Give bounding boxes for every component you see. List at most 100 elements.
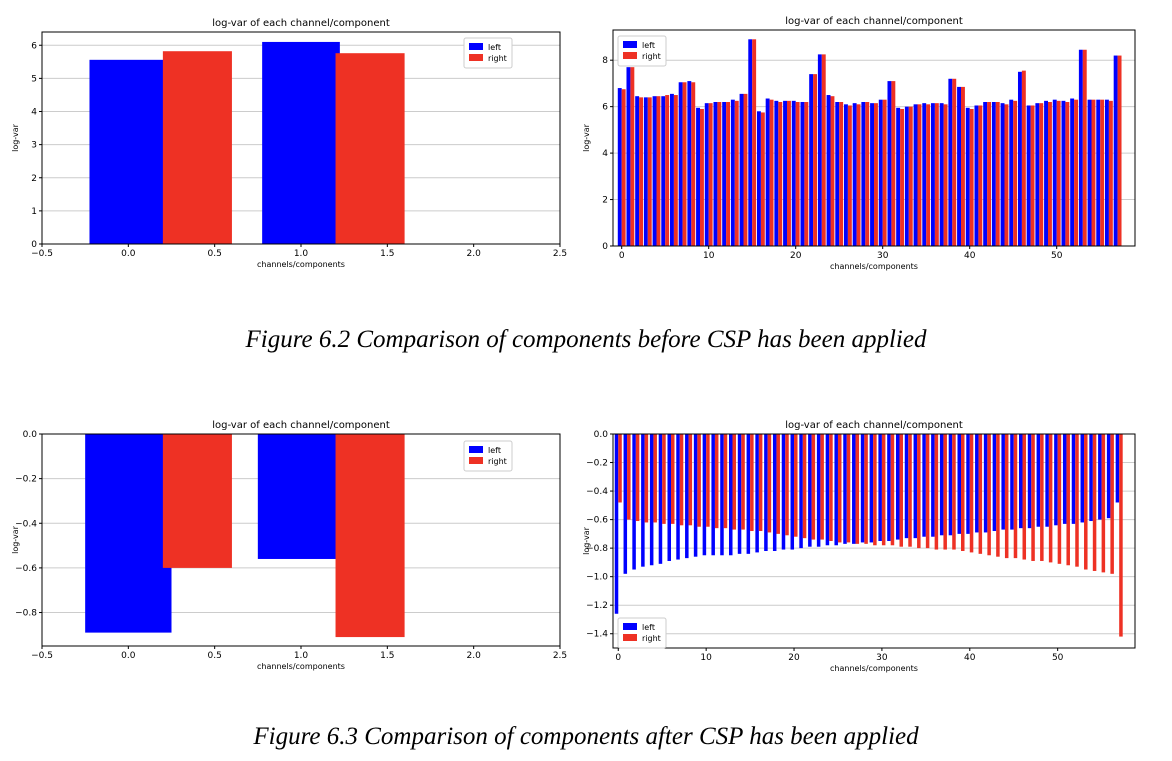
bar-left: [948, 434, 953, 536]
bar-left: [641, 434, 645, 567]
bar-left: [809, 74, 814, 247]
bar-left: [835, 102, 840, 246]
bar-right: [758, 434, 763, 532]
bar-right: [820, 434, 824, 540]
bar-right: [787, 100, 791, 246]
bar-left: [617, 88, 622, 246]
y-tick-label: 5: [31, 74, 37, 84]
bar-right: [996, 434, 1000, 557]
bar-right: [926, 104, 931, 247]
bar-right: [682, 82, 687, 247]
bar-right: [752, 39, 757, 247]
bar-right: [1074, 99, 1079, 246]
bar-right: [830, 96, 835, 247]
bar-right: [856, 104, 861, 247]
x-tick-label: 0.5: [208, 249, 222, 259]
bar-left: [966, 434, 970, 534]
bar-right: [917, 104, 922, 247]
x-tick-label: 40: [964, 251, 976, 261]
x-axis-label: channels/components: [257, 662, 345, 671]
legend-label-left: left: [642, 623, 655, 632]
bar-left: [783, 100, 787, 246]
x-tick-label: 30: [876, 653, 888, 663]
bar-right: [630, 67, 635, 246]
bar-left: [957, 86, 961, 246]
bar-left: [834, 434, 838, 546]
plot-frame: [612, 29, 1136, 247]
bar-left: [702, 434, 707, 556]
x-tick-label: −0.5: [31, 249, 53, 259]
bar-left: [939, 103, 944, 247]
bar-left: [713, 102, 718, 246]
bar-left: [870, 103, 874, 247]
bar-left: [626, 67, 631, 246]
bar-right: [778, 102, 783, 246]
y-tick-label: −0.4: [15, 519, 37, 529]
bar-right: [795, 102, 800, 246]
bar-right: [1066, 434, 1070, 566]
x-tick-label: 10: [703, 251, 715, 261]
legend-label-right: right: [642, 52, 661, 61]
bar-left: [765, 98, 770, 246]
x-tick-label: 0: [619, 251, 625, 261]
bar-left: [669, 93, 674, 246]
y-tick-label: −1.2: [586, 601, 608, 611]
y-tick-label: 6: [602, 103, 608, 113]
legend-swatch-left: [469, 446, 483, 453]
x-tick-label: 1.0: [294, 651, 309, 661]
bar-left: [1098, 434, 1102, 520]
bar-left: [895, 434, 900, 540]
bar-left: [1115, 434, 1120, 503]
x-tick-label: 0.0: [121, 249, 136, 259]
bar-left: [922, 103, 927, 247]
bar-right: [767, 434, 772, 533]
bar-left: [623, 434, 628, 574]
bar-left: [896, 107, 901, 246]
bar-right: [1117, 55, 1122, 246]
bar-left: [1036, 434, 1041, 527]
bar-right: [1056, 100, 1061, 246]
bar-left: [800, 102, 805, 246]
bar-left: [983, 102, 988, 246]
bar-left: [887, 81, 892, 246]
bar-right: [656, 96, 661, 247]
bar-right: [908, 106, 913, 246]
y-tick-label: −1.0: [586, 573, 608, 583]
bar-right: [874, 103, 878, 247]
x-tick-label: 20: [790, 251, 802, 261]
legend-label-left: left: [642, 41, 655, 50]
bar-right: [881, 434, 886, 546]
bar-right: [1048, 102, 1052, 246]
x-tick-label: 50: [1052, 653, 1064, 663]
bar-right: [671, 434, 675, 524]
bar-left: [704, 103, 709, 247]
bar-right: [821, 54, 826, 246]
x-tick-label: 1.5: [380, 651, 394, 661]
bar-right: [688, 434, 693, 526]
x-tick-label: 30: [877, 251, 889, 261]
bar-left: [852, 103, 857, 247]
chart-title: log-var of each channel/component: [212, 420, 390, 431]
bar-right: [900, 108, 905, 246]
bar-left: [1026, 105, 1031, 246]
bar-right: [952, 78, 957, 246]
bar-left: [922, 434, 926, 537]
bar-left: [711, 434, 715, 556]
y-tick-label: 6: [31, 41, 37, 51]
bar-left: [652, 96, 657, 247]
bar-right: [706, 434, 710, 527]
bar-right: [1084, 434, 1088, 570]
bar-left: [755, 434, 759, 553]
bar-left: [975, 434, 979, 533]
bar-right: [741, 434, 745, 530]
bar-right: [1119, 434, 1123, 637]
bar-right: [811, 434, 816, 540]
bar-right: [891, 81, 896, 246]
bar-left: [1017, 71, 1022, 246]
bar-right: [794, 434, 798, 537]
bar-right: [987, 434, 991, 556]
bar-left: [965, 107, 970, 246]
bar-left: [720, 434, 724, 556]
bar-right: [1039, 103, 1044, 247]
y-tick-label: 2: [602, 196, 608, 206]
